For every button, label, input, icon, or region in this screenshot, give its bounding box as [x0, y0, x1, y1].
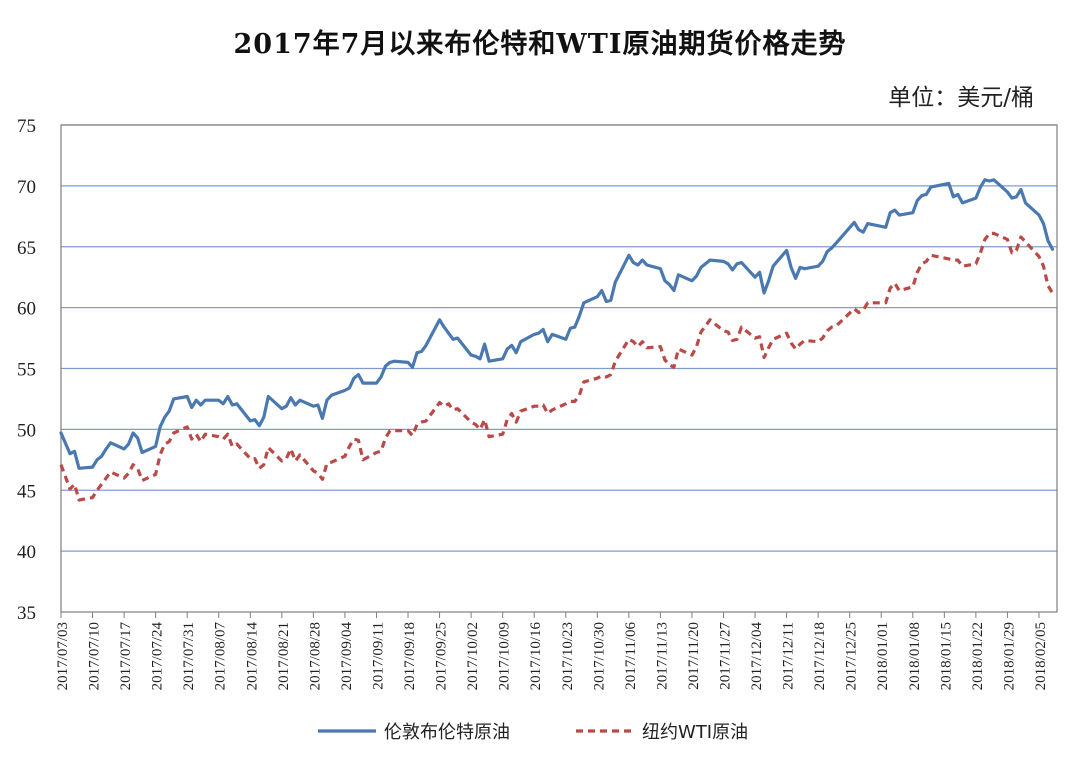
x-tick-label: 2017/12/25: [844, 622, 860, 690]
x-tick-label: 2018/01/29: [1001, 622, 1017, 690]
x-tick-label: 2017/11/13: [654, 622, 670, 690]
plot-border: [60, 124, 1058, 613]
x-tick-label: 2018/01/22: [970, 622, 986, 690]
chart-title: 2017年7月以来布伦特和WTI原油期货价格走势: [233, 29, 847, 60]
y-tick-label: 55: [17, 360, 36, 381]
series-lines: [59, 178, 1055, 502]
x-tick-label: 2017/08/28: [307, 622, 323, 690]
x-tick-label: 2017/09/11: [370, 622, 386, 690]
y-tick-label: 70: [17, 177, 36, 198]
x-tick-label: 2017/08/14: [244, 622, 260, 691]
wti-series-line: [59, 231, 1054, 502]
x-tick-label: 2017/07/24: [150, 622, 166, 691]
legend: 伦敦布伦特原油 纽约WTI原油: [318, 722, 748, 743]
legend-brent-label: 伦敦布伦特原油: [384, 722, 510, 743]
axes: 35 40 45 50 55 60 65 70 75 2017/07/03 2017/07/10 20…: [17, 116, 1058, 691]
y-tick-label: 65: [17, 238, 36, 259]
x-tick-label: 2018/01/01: [875, 622, 891, 690]
y-tick-label: 45: [17, 481, 36, 502]
x-tick-label: 2017/10/30: [591, 622, 607, 690]
x-tick-label: 2017/11/27: [717, 622, 733, 690]
x-tick-label: 2017/09/18: [402, 622, 418, 690]
x-tick-label: 2017/11/06: [623, 622, 639, 690]
x-tick-label: 2017/10/09: [497, 622, 513, 690]
x-tick-label: 2017/08/07: [213, 622, 229, 691]
x-tick-label: 2017/09/04: [339, 622, 355, 691]
x-tick-label: 2017/10/23: [560, 622, 576, 690]
x-tick-label: 2017/07/17: [118, 622, 134, 691]
x-tick-label: 2017/10/16: [528, 622, 544, 691]
x-tick-label: 2017/07/10: [87, 622, 103, 690]
x-tick-label: 2017/11/20: [686, 622, 702, 690]
x-tick-label: 2018/01/15: [938, 622, 954, 690]
x-tick-label: 2017/12/11: [781, 622, 797, 690]
x-tick-label: 2017/07/31: [181, 622, 197, 690]
x-tick-label: 2017/12/04: [749, 622, 765, 691]
y-tick-label: 35: [17, 603, 36, 624]
brent-series-line: [59, 178, 1055, 470]
x-tick-label: 2017/12/18: [812, 622, 828, 690]
y-tick-label: 75: [17, 116, 36, 137]
x-tick-label: 2017/09/25: [434, 622, 450, 690]
y-tick-label: 40: [17, 542, 36, 563]
x-tick-label: 2018/01/08: [907, 622, 923, 690]
x-tick-label: 2018/02/05: [1033, 622, 1049, 690]
unit-label: 单位：美元/桶: [888, 85, 1034, 111]
x-tick-label: 2017/07/03: [55, 622, 71, 690]
x-tick-label: 2017/08/21: [276, 622, 292, 690]
y-tick-label: 60: [17, 299, 36, 320]
x-tick-label: 2017/10/02: [465, 622, 481, 690]
legend-wti-label: 纽约WTI原油: [642, 722, 748, 743]
y-tick-label: 50: [17, 420, 36, 441]
